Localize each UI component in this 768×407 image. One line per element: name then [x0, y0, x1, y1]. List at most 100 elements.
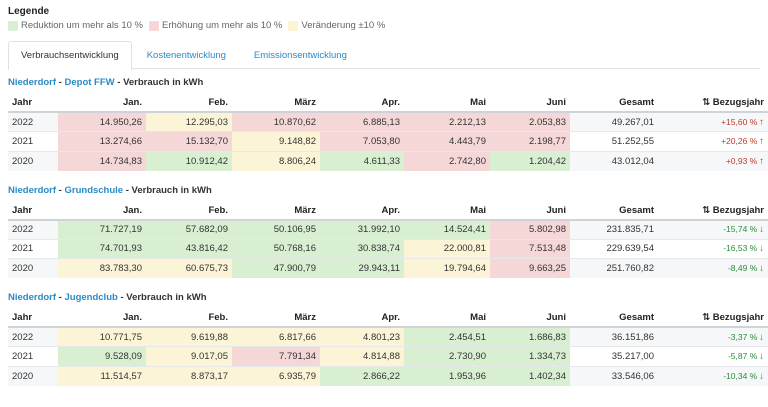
- section-location-link[interactable]: Niederdorf: [8, 292, 57, 303]
- sort-bezugsjahr-header[interactable]: ⇅ Bezugsjahr: [658, 309, 768, 328]
- month-value-cell: 15.132,70: [146, 131, 232, 151]
- column-header: Jahr: [8, 309, 58, 328]
- reference-year-change-cell: -15,74 % ↓: [658, 219, 768, 239]
- month-value-cell: 47.900,79: [232, 258, 320, 278]
- column-header: Feb.: [146, 309, 232, 328]
- month-value-cell: 30.838,74: [320, 238, 404, 259]
- month-value-cell: 43.816,42: [146, 238, 232, 259]
- table-header-row: Jahr Jan. Feb. März Apr. Mai Juni Gesamt ⇅ Bezug…: [8, 94, 768, 113]
- month-value-cell: 1.686,83: [490, 326, 570, 347]
- month-value-cell: 7.791,34: [232, 346, 320, 366]
- legend-label: Reduktion um mehr als 10 %: [21, 20, 143, 31]
- section-suffix: - Verbrauch in kWh: [117, 292, 207, 303]
- year-cell: 2021: [8, 346, 58, 366]
- percent-change: +0,93 %: [725, 155, 758, 166]
- month-value-cell: 5.802,98: [490, 219, 570, 239]
- section-separator: -: [56, 77, 65, 88]
- legend-swatch-green: [8, 20, 18, 31]
- month-value-cell: 71.727,19: [58, 219, 146, 239]
- total-cell: 36.151,86: [570, 326, 658, 347]
- legend-label: Erhöhung um mehr als 10 %: [161, 20, 283, 31]
- reference-year-change-cell: -5,87 % ↓: [658, 346, 768, 366]
- column-header: März: [232, 94, 320, 113]
- sort-bezugsjahr-header[interactable]: ⇅ Bezugsjahr: [658, 94, 768, 113]
- year-cell: 2020: [8, 150, 58, 171]
- month-value-cell: 9.528,09: [58, 346, 146, 366]
- section-location-link[interactable]: Niederdorf: [8, 184, 57, 196]
- month-value-cell: 10.912,42: [146, 150, 232, 171]
- month-value-cell: 4.814,88: [320, 346, 404, 366]
- table-header-row: Jahr Jan. Feb. März Apr. Mai Juni Gesamt ⇅ Bezug…: [8, 201, 768, 221]
- month-value-cell: 4.611,33: [320, 150, 404, 171]
- month-value-cell: 60.675,73: [146, 258, 232, 278]
- year-cell: 2021: [8, 131, 58, 151]
- total-cell: 231.835,71: [570, 219, 658, 239]
- table-row: 2021 74.701,93 43.816,42 50.768,16 30.838,74…: [8, 238, 768, 259]
- month-value-cell: 8.806,24: [232, 150, 320, 171]
- month-value-cell: 19.794,64: [404, 258, 490, 278]
- legend-item-increase: Erhöhung um mehr als 10 %: [148, 20, 283, 31]
- month-value-cell: 9.148,82: [232, 131, 320, 151]
- month-value-cell: 14.734,83: [58, 150, 146, 171]
- column-header: Feb.: [146, 94, 232, 113]
- total-cell: 229.639,54: [570, 238, 658, 259]
- column-header: Gesamt: [570, 201, 658, 221]
- sections-container: Niederdorf - Depot FFW - Verbrauch in kW…: [8, 77, 768, 386]
- table-row: 2022 71.727,19 57.682,09 50.106,95 31.992,10…: [8, 219, 768, 239]
- month-value-cell: 9.017,05: [146, 346, 232, 366]
- section-site-link[interactable]: Grundschule: [64, 184, 124, 196]
- percent-change: -15,74 %: [723, 224, 758, 234]
- month-value-cell: 83.783,30: [58, 258, 146, 278]
- arrow-up-icon: ↑: [759, 116, 764, 128]
- month-value-cell: 10.771,75: [58, 326, 146, 347]
- column-header: Juni: [490, 309, 570, 328]
- section-site-link[interactable]: Jugendclub: [64, 292, 118, 303]
- reference-year-change-cell: +0,93 % ↑: [658, 150, 768, 171]
- reference-year-change-cell: -16,53 % ↓: [658, 238, 768, 259]
- month-value-cell: 2.212,13: [404, 111, 490, 132]
- arrow-down-icon: ↓: [759, 224, 764, 235]
- legend-swatch-yellow: [288, 20, 299, 31]
- month-value-cell: 12.295,03: [146, 111, 232, 132]
- tab-emissionsentwicklung[interactable]: Emissionsentwicklung: [253, 50, 347, 61]
- year-cell: 2020: [8, 365, 58, 386]
- consumption-table: Jahr Jan. Feb. März Apr. Mai Juni Gesamt ⇅ Bezug…: [8, 201, 768, 278]
- legend-swatch-red: [148, 20, 159, 31]
- table-row: 2020 83.783,30 60.675,73 47.900,79 29.943,11…: [8, 258, 768, 278]
- column-header: Feb.: [146, 201, 232, 221]
- total-cell: 35.217,00: [570, 346, 658, 366]
- percent-change: -3,37 %: [727, 331, 758, 342]
- arrow-down-icon: ↓: [759, 370, 764, 382]
- month-value-cell: 2.053,83: [490, 111, 570, 132]
- month-value-cell: 9.619,88: [146, 326, 232, 347]
- section-separator: -: [56, 292, 65, 303]
- tab-kostenentwicklung[interactable]: Kostenentwicklung: [146, 50, 226, 61]
- year-cell: 2022: [8, 219, 58, 239]
- section-site-link[interactable]: Depot FFW: [64, 77, 115, 88]
- month-value-cell: 1.402,34: [490, 365, 570, 386]
- month-value-cell: 2.742,80: [404, 150, 490, 171]
- column-header: Gesamt: [570, 94, 658, 113]
- reference-year-change-cell: +20,26 % ↑: [658, 131, 768, 151]
- consumption-table: Jahr Jan. Feb. März Apr. Mai Juni Gesamt ⇅ Bezug…: [8, 94, 768, 171]
- reference-year-change-cell: -3,37 % ↓: [658, 326, 768, 347]
- column-header: Mai: [404, 201, 490, 221]
- tab-verbrauchsentwicklung[interactable]: Verbrauchsentwicklung: [8, 41, 132, 70]
- section-title: Niederdorf - Grundschule - Verbrauch in …: [8, 185, 760, 196]
- month-value-cell: 8.873,17: [146, 365, 232, 386]
- total-cell: 251.760,82: [570, 258, 658, 278]
- column-header: März: [232, 309, 320, 328]
- month-value-cell: 50.768,16: [232, 238, 320, 259]
- table-row: 2021 9.528,09 9.017,05 7.791,34 4.814,88 2.73…: [8, 346, 768, 366]
- legend-title: Legende: [8, 6, 50, 17]
- sort-bezugsjahr-header[interactable]: ⇅ Bezugsjahr: [658, 201, 768, 221]
- consumption-table: Jahr Jan. Feb. März Apr. Mai Juni Gesamt ⇅ Bezug…: [8, 309, 768, 386]
- percent-change: -16,53 %: [723, 243, 758, 254]
- table-row: 2021 13.274,66 15.132,70 9.148,82 7.053,80 4.…: [8, 131, 768, 151]
- section-location-link[interactable]: Niederdorf: [8, 77, 57, 88]
- arrow-down-icon: ↓: [759, 350, 764, 362]
- legend-item-reduction: Reduktion um mehr als 10 %: [8, 20, 143, 31]
- reference-year-change-cell: -8,49 % ↓: [658, 258, 768, 278]
- month-value-cell: 10.870,62: [232, 111, 320, 132]
- month-value-cell: 7.053,80: [320, 131, 404, 151]
